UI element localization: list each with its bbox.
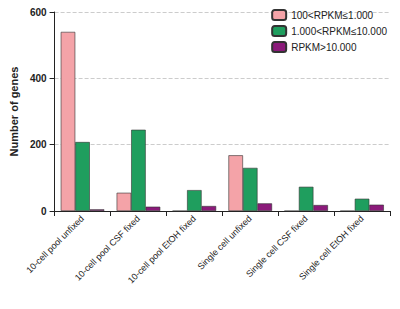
svg-text:600: 600 — [30, 7, 47, 18]
svg-text:10-cell pool CSF fixed: 10-cell pool CSF fixed — [72, 213, 142, 283]
svg-text:1.000<RPKM≤10.000: 1.000<RPKM≤10.000 — [291, 26, 387, 37]
svg-text:100<RPKM≤1.000: 100<RPKM≤1.000 — [291, 10, 373, 21]
svg-text:400: 400 — [30, 73, 47, 84]
svg-text:Number of genes: Number of genes — [8, 67, 20, 157]
svg-text:RPKM>10.000: RPKM>10.000 — [291, 42, 357, 53]
svg-text:Single cell unfixed: Single cell unfixed — [195, 213, 253, 271]
svg-text:Single cell EtOH fixed: Single cell EtOH fixed — [297, 213, 366, 282]
svg-text:0: 0 — [41, 206, 47, 217]
svg-text:200: 200 — [30, 139, 47, 150]
svg-text:10-cell pool unfixed: 10-cell pool unfixed — [24, 213, 86, 275]
svg-text:10-cell pool EtOH fixed: 10-cell pool EtOH fixed — [126, 213, 198, 285]
svg-text:Single cell CSF fixed: Single cell CSF fixed — [244, 213, 310, 279]
